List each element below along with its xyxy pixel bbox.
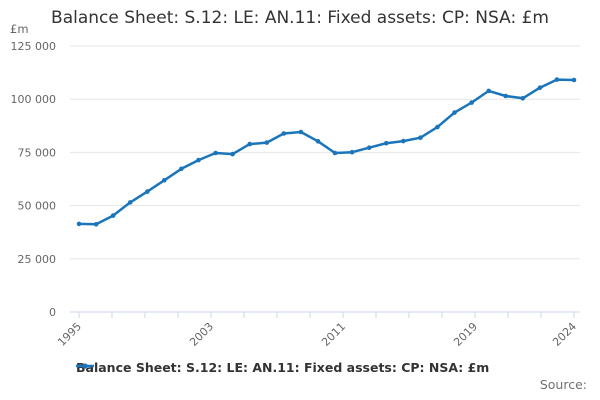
x-axis-tick-label: 2019 [451, 320, 480, 349]
y-axis-tick-label: 125 000 [11, 40, 57, 53]
x-axis-tick-label: 2003 [187, 320, 216, 349]
data-point-marker[interactable] [469, 100, 474, 105]
data-point-marker[interactable] [571, 77, 577, 83]
data-point-marker[interactable] [349, 149, 355, 155]
data-point-marker[interactable] [110, 213, 116, 218]
data-point-marker[interactable] [76, 221, 82, 227]
y-axis-unit-label: £m [10, 22, 29, 36]
data-point-marker[interactable] [452, 110, 457, 115]
data-point-marker[interactable] [281, 131, 287, 136]
data-point-marker[interactable] [247, 141, 252, 147]
data-point-marker[interactable] [145, 189, 150, 194]
data-point-marker[interactable] [179, 166, 184, 172]
data-point-marker[interactable] [435, 124, 440, 130]
y-axis-tick-label: 25 000 [18, 253, 57, 266]
data-point-marker[interactable] [127, 200, 133, 205]
series-line [77, 78, 576, 226]
x-axis-tick-label: 2011 [319, 320, 348, 349]
data-point-marker[interactable] [418, 135, 423, 140]
data-point-marker[interactable] [554, 77, 560, 82]
legend-label: Balance Sheet: S.12: LE: AN.11: Fixed as… [76, 360, 490, 375]
data-point-marker[interactable] [520, 96, 526, 101]
x-axis-tick-label: 1995 [55, 320, 84, 349]
source-label: Source: [539, 377, 587, 392]
data-point-marker[interactable] [93, 222, 99, 227]
data-point-marker[interactable] [537, 85, 543, 90]
data-point-marker[interactable] [503, 93, 509, 99]
data-point-marker[interactable] [213, 150, 218, 156]
data-point-marker[interactable] [230, 151, 235, 157]
data-point-marker[interactable] [315, 139, 321, 144]
data-point-marker[interactable] [162, 178, 167, 183]
data-point-marker[interactable] [401, 138, 406, 144]
data-point-marker[interactable] [383, 140, 389, 146]
data-point-marker[interactable] [196, 157, 201, 163]
chart-title: Balance Sheet: S.12: LE: AN.11: Fixed as… [51, 8, 549, 28]
data-point-marker[interactable] [264, 140, 270, 145]
legend-item[interactable]: Balance Sheet: S.12: LE: AN.11: Fixed as… [76, 360, 489, 375]
data-point-marker[interactable] [298, 129, 304, 135]
data-point-marker[interactable] [486, 88, 492, 94]
y-axis-tick-label: 50 000 [18, 200, 57, 213]
legend-line-icon [76, 363, 94, 369]
data-point-marker[interactable] [332, 150, 338, 156]
y-axis-tick-label: 75 000 [18, 146, 57, 159]
data-point-marker[interactable] [366, 145, 372, 150]
y-axis-tick-label: 100 000 [11, 93, 57, 106]
y-axis-tick-label: 0 [49, 306, 56, 319]
x-axis-tick-label: 2024 [550, 320, 579, 349]
